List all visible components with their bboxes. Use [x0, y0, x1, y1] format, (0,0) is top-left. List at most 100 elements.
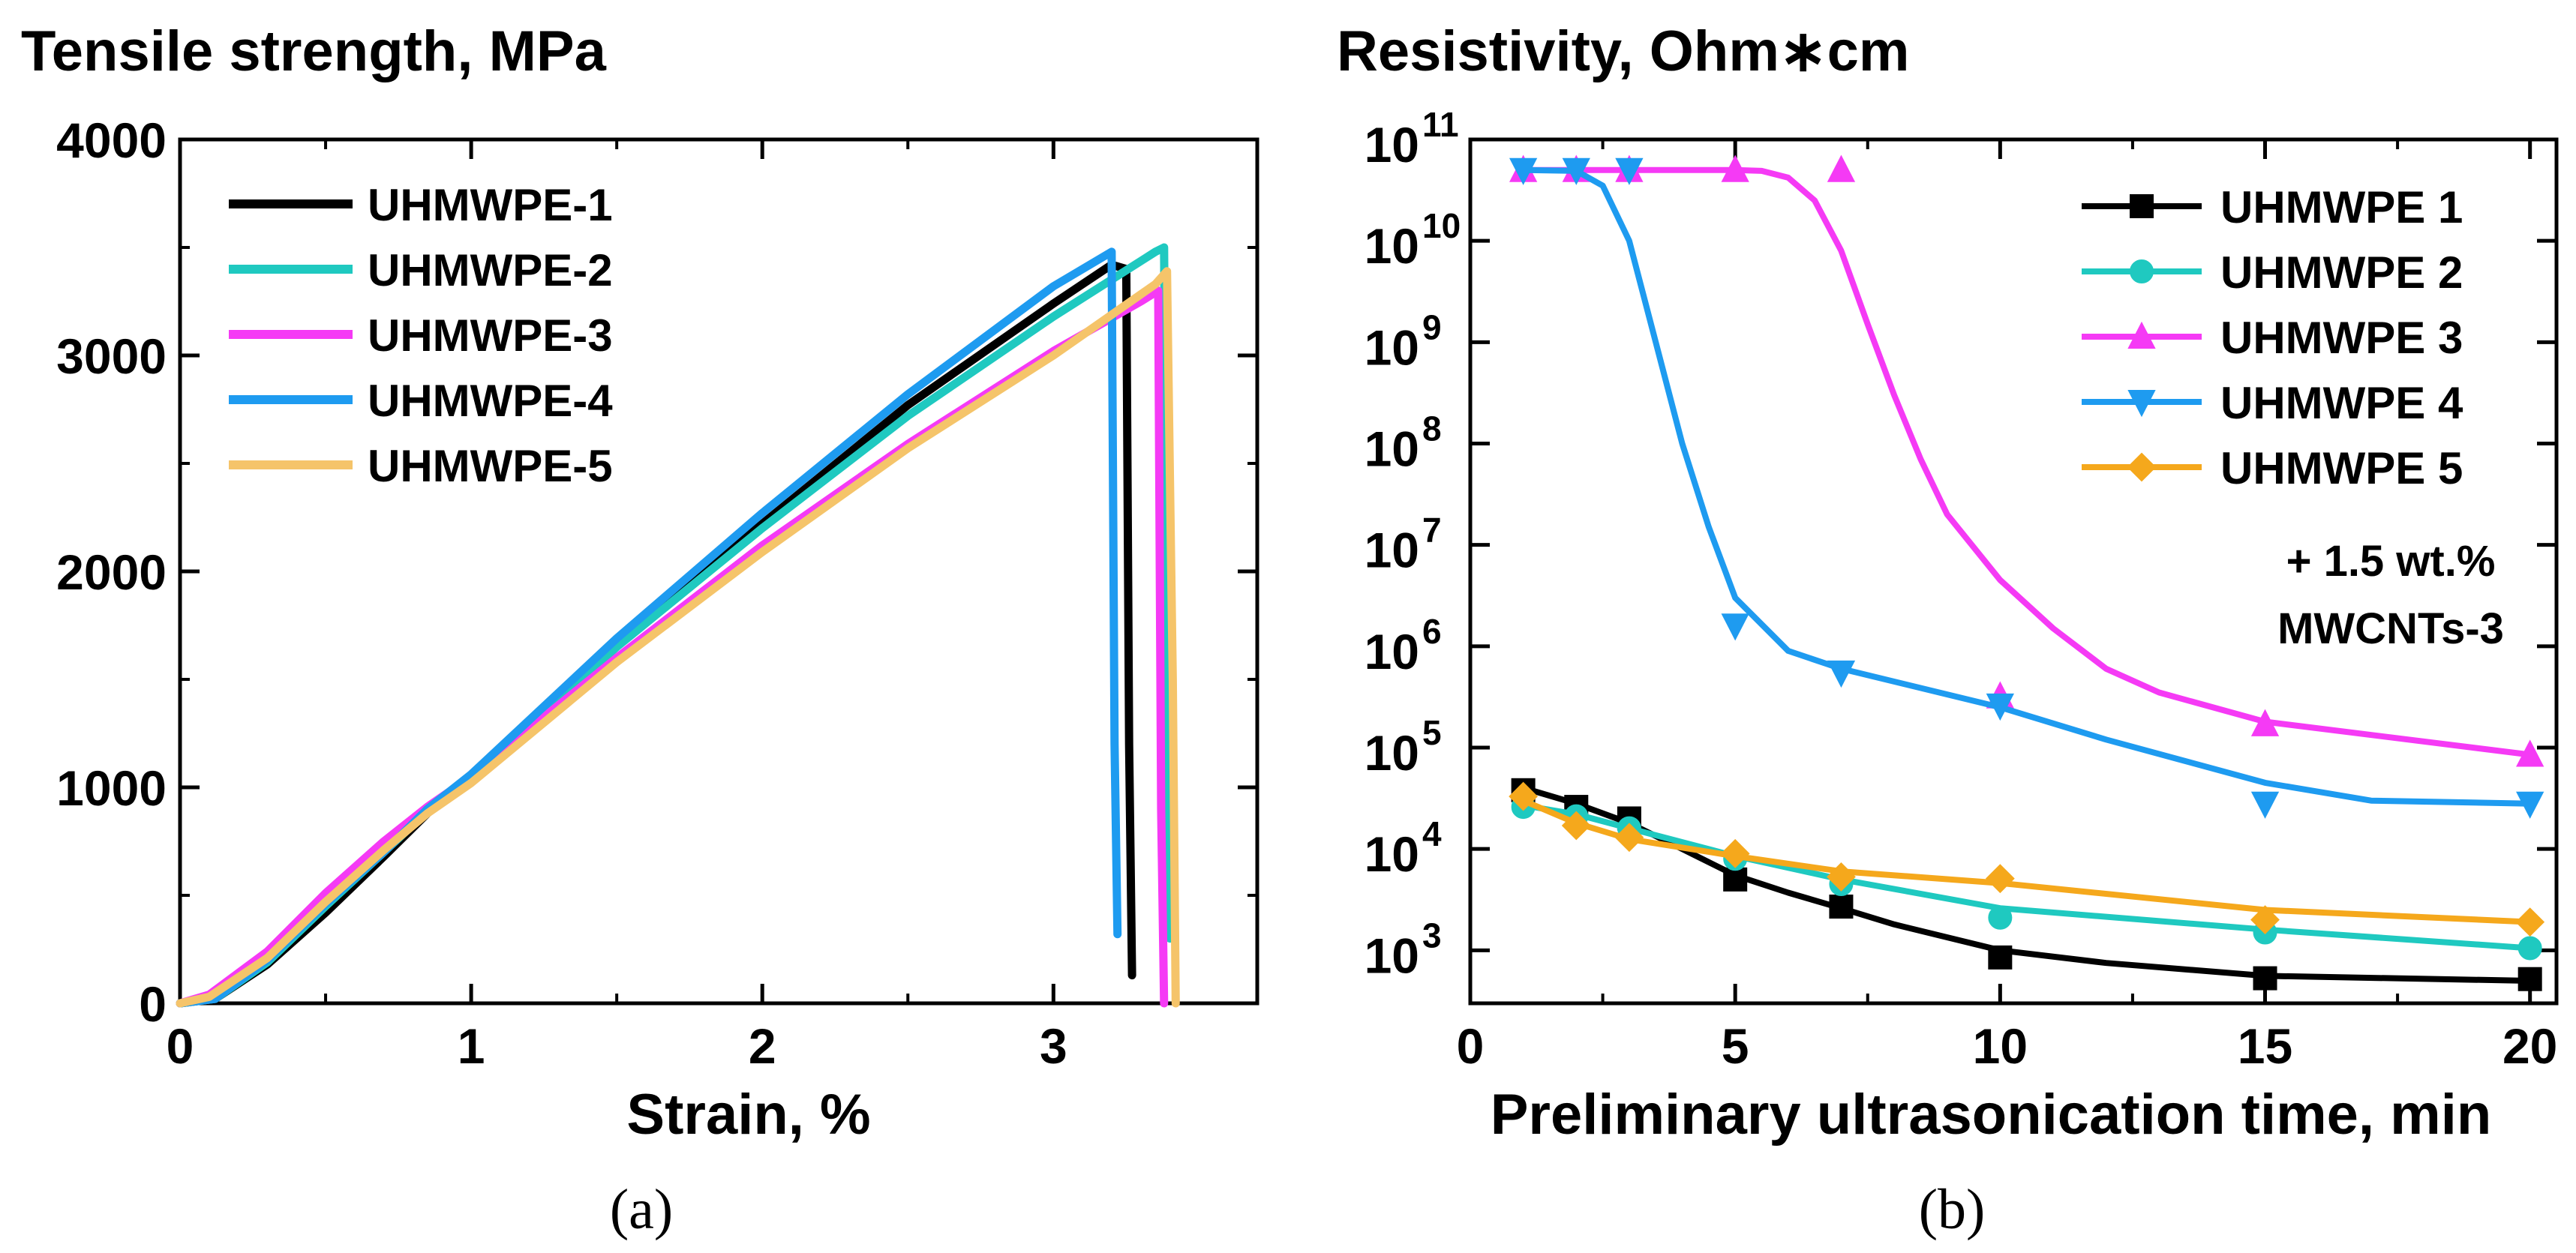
data-point-uhmwpe-2	[1988, 905, 2013, 930]
y-tick-label: 10	[1365, 826, 1419, 882]
annotation-line: MWCNTs-3	[2277, 604, 2504, 653]
data-point-uhmwpe-1	[2517, 967, 2542, 991]
y-tick-label: 10	[1365, 624, 1419, 679]
data-point-uhmwpe-5	[2250, 905, 2280, 935]
chart-a-title: Tensile strength, MPa	[21, 19, 607, 83]
fit-line-uhmwpe-3	[1520, 166, 2533, 758]
x-tick-label: 5	[1722, 1018, 1749, 1074]
data-point-uhmwpe-5	[1827, 862, 1856, 892]
y-tick-label: 10	[1365, 319, 1419, 375]
y-tick-exponent: 7	[1422, 511, 1442, 550]
x-tick-label: 3	[1040, 1018, 1067, 1074]
legend-marker-uhmwpe-5	[2127, 452, 2157, 482]
legend-label-uhmwpe-3: UHMWPE 3	[2220, 313, 2463, 363]
annotation-line: + 1.5 wt.%	[2286, 537, 2496, 586]
chart-a-series	[176, 243, 1180, 1008]
chart-b-x-axis-label: Preliminary ultrasonication time, min	[1491, 1083, 2492, 1147]
chart-a: Tensile strength, MPa 0 1 2 3 0 1000 2000 3000 40…	[21, 19, 1259, 1241]
series-uhmwpe-4	[1509, 157, 2544, 819]
legend-label-uhmwpe-2: UHMWPE-2	[368, 245, 613, 295]
chart-b-annotation: + 1.5 wt.% MWCNTs-3	[2277, 537, 2504, 653]
y-tick-base: 10	[1365, 319, 1419, 375]
data-point-uhmwpe-4	[1615, 157, 1644, 185]
data-point-uhmwpe-5	[1561, 811, 1591, 841]
data-point-uhmwpe-4	[1562, 157, 1590, 185]
y-tick-exponent: 10	[1422, 206, 1461, 245]
chart-b-caption: (b)	[1919, 1178, 1986, 1241]
series-line-uhmwpe-5	[176, 267, 1180, 1008]
y-tick-label: 0	[139, 976, 167, 1032]
series-uhmwpe-5	[1509, 781, 2545, 937]
data-point-uhmwpe-4	[1986, 693, 2014, 721]
chart-b-frame	[1468, 137, 2559, 1006]
data-point-uhmwpe-5	[1720, 838, 1750, 868]
y-tick-base: 10	[1365, 421, 1419, 476]
series-uhmwpe-2	[1511, 795, 2542, 961]
y-tick-base: 10	[1365, 928, 1419, 983]
y-tick-label: 1000	[56, 760, 167, 816]
legend-label-uhmwpe-5: UHMWPE-5	[368, 441, 613, 491]
chart-a-x-axis-label: Strain, %	[626, 1083, 870, 1147]
legend-marker-uhmwpe-3	[2127, 321, 2156, 349]
chart-a-caption: (a)	[610, 1178, 673, 1241]
y-tick-label: 2000	[56, 544, 167, 600]
y-tick-base: 10	[1365, 624, 1419, 679]
y-tick-exponent: 6	[1422, 612, 1442, 651]
data-point-uhmwpe-3	[1827, 154, 1856, 182]
x-tick-label: 20	[2502, 1018, 2557, 1074]
legend-marker-uhmwpe-4	[2127, 390, 2156, 418]
y-tick-exponent: 4	[1422, 814, 1442, 853]
data-point-uhmwpe-1	[1723, 867, 1748, 892]
y-tick-exponent: 5	[1422, 713, 1442, 752]
y-tick-base: 10	[1365, 218, 1419, 274]
series-uhmwpe-1	[1511, 778, 2542, 991]
y-tick-label: 10	[1365, 421, 1419, 476]
data-point-uhmwpe-5	[1509, 781, 1539, 811]
data-point-uhmwpe-4	[2516, 791, 2544, 819]
data-point-uhmwpe-5	[2515, 907, 2545, 937]
legend-label-uhmwpe-5: UHMWPE 5	[2220, 443, 2463, 493]
x-tick-label: 10	[1973, 1018, 2028, 1074]
data-point-uhmwpe-3	[1721, 154, 1749, 182]
data-point-uhmwpe-1	[1829, 895, 1854, 919]
y-tick-exponent: 11	[1422, 105, 1459, 144]
chart-a-legend: UHMWPE-1 UHMWPE-2 UHMWPE-3 UHMWPE-4 UHMWPE-5	[229, 180, 613, 491]
x-tick-label: 0	[167, 1018, 194, 1074]
data-point-uhmwpe-1	[1988, 945, 2013, 970]
chart-b-legend: UHMWPE 1 UHMWPE 2 UHMWPE 3 UHMWPE 4 UHMWPE 5	[2082, 182, 2463, 493]
x-tick-label: 15	[2238, 1018, 2292, 1074]
legend-label-uhmwpe-2: UHMWPE 2	[2220, 247, 2463, 298]
fit-line-uhmwpe-5	[1520, 797, 2533, 925]
y-tick-label: 10	[1365, 725, 1419, 781]
data-point-uhmwpe-4	[1509, 157, 1538, 185]
data-point-uhmwpe-1	[2253, 966, 2277, 991]
y-tick-label: 10	[1365, 218, 1419, 274]
legend-label-uhmwpe-4: UHMWPE 4	[2220, 378, 2463, 428]
chart-b-title: Resistivity, Ohm∗cm	[1337, 19, 1909, 83]
data-point-uhmwpe-4	[2250, 791, 2280, 819]
y-tick-exponent: 3	[1422, 916, 1442, 955]
x-tick-label: 0	[1457, 1018, 1485, 1074]
y-tick-exponent: 9	[1422, 307, 1442, 346]
data-point-uhmwpe-4	[1827, 660, 1856, 688]
legend-label-uhmwpe-1: UHMWPE-1	[368, 180, 613, 230]
fit-line-uhmwpe-4	[1520, 166, 2533, 807]
data-point-uhmwpe-4	[1721, 613, 1749, 641]
y-tick-base: 10	[1365, 725, 1419, 781]
y-tick-exponent: 8	[1422, 409, 1442, 448]
y-tick-label: 10	[1365, 117, 1419, 172]
x-tick-label: 2	[749, 1018, 776, 1074]
data-point-uhmwpe-3	[2250, 709, 2280, 736]
chart-b-series	[1509, 154, 2545, 991]
y-tick-label: 3000	[56, 328, 167, 384]
legend-marker-uhmwpe-2	[2130, 259, 2154, 283]
y-tick-label: 4000	[56, 112, 167, 168]
legend-label-uhmwpe-1: UHMWPE 1	[2220, 182, 2463, 232]
y-tick-label: 10	[1365, 523, 1419, 578]
chart-a-ticks: 0 1 2 3 0 1000 2000 3000 4000	[56, 112, 1257, 1074]
data-point-uhmwpe-5	[1614, 823, 1644, 853]
data-point-uhmwpe-2	[2517, 936, 2542, 961]
